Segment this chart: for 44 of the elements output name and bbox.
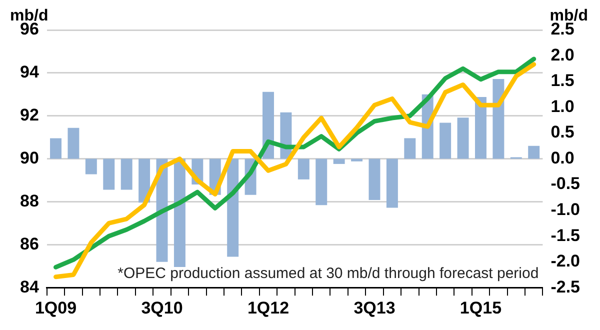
- y-tick-label: 86: [20, 234, 39, 254]
- bar: [333, 158, 345, 164]
- y2-tick-label: -0.5: [550, 174, 580, 194]
- y2-tick-label: -1.0: [550, 200, 580, 220]
- y-tick-label: 84: [20, 277, 40, 296]
- bar: [174, 158, 186, 267]
- x-tick-label: 1Q15: [460, 298, 502, 318]
- bar: [298, 158, 310, 180]
- bar: [386, 158, 398, 208]
- bar: [528, 146, 540, 159]
- bar: [138, 158, 150, 203]
- bar: [316, 158, 328, 206]
- y2-tick-label: -2.5: [550, 277, 580, 296]
- bar: [474, 96, 486, 159]
- y2-tick-label: 1.0: [550, 96, 574, 116]
- y2-tick-label: 0.0: [550, 148, 574, 168]
- bar: [85, 158, 97, 174]
- y2-tick-label: 2.5: [550, 20, 574, 39]
- bar: [50, 138, 62, 159]
- y2-tick-label: -1.5: [550, 226, 580, 245]
- y-tick-label: 94: [20, 62, 40, 82]
- x-tick-label: 3Q13: [354, 298, 396, 318]
- bar: [103, 158, 115, 190]
- bar: [457, 118, 469, 159]
- y-tick-label: 96: [20, 20, 39, 39]
- y2-tick-label: -2.0: [550, 252, 580, 271]
- bar: [351, 158, 363, 162]
- annotation: *OPEC production assumed at 30 mb/d through forecast period: [118, 265, 539, 282]
- x-tick-label: 3Q10: [141, 298, 183, 318]
- y-tick-label: 92: [20, 106, 39, 125]
- bar: [120, 158, 132, 190]
- y-tick-label: 90: [20, 148, 39, 168]
- y-tick-label: 88: [20, 191, 39, 210]
- y2-tick-label: 1.5: [550, 71, 574, 90]
- bar: [368, 158, 380, 200]
- bar: [68, 128, 80, 159]
- bar: [492, 78, 504, 159]
- y2-tick-label: 2.0: [550, 45, 574, 64]
- y2-tick-label: 0.5: [550, 122, 574, 142]
- bar: [404, 138, 416, 159]
- bar: [227, 158, 239, 257]
- x-tick-label: 1Q09: [34, 298, 77, 318]
- x-tick-label: 1Q12: [247, 298, 290, 318]
- bar: [440, 122, 452, 159]
